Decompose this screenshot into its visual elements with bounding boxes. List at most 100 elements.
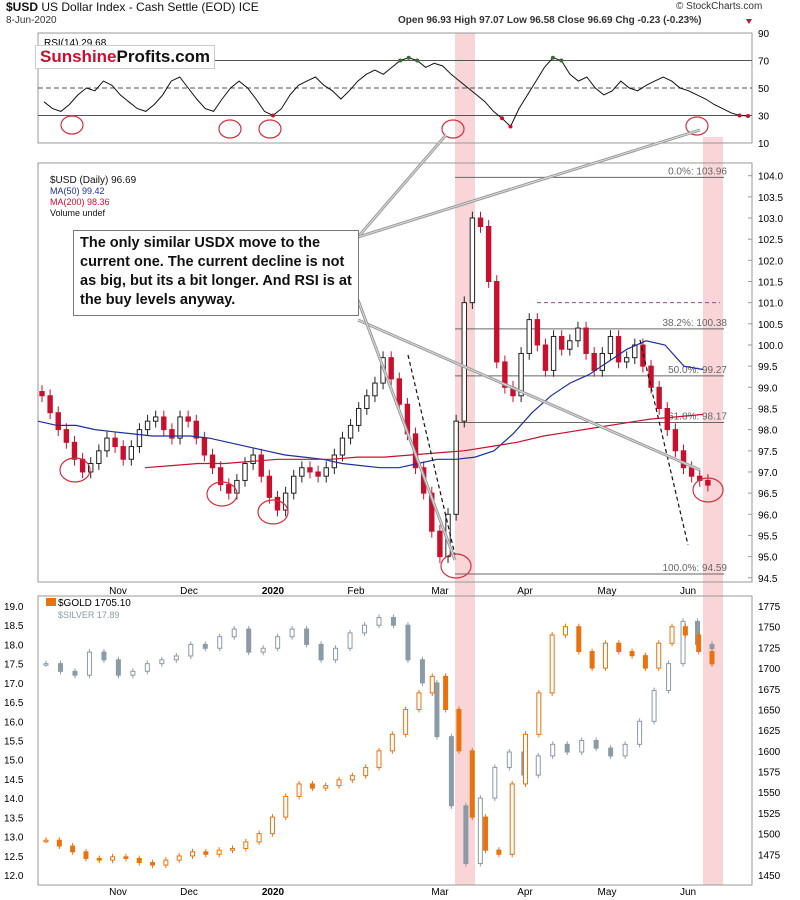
panel-frame-3 [37, 595, 753, 886]
usd-candle-body [437, 530, 443, 558]
silver-candle-body [579, 740, 585, 753]
usd-candle-body [258, 454, 264, 477]
callout-pointer-inner [357, 319, 701, 471]
gold-candle-body [110, 856, 116, 861]
silver-candle-body [666, 663, 672, 692]
usd-candle-body [242, 462, 248, 481]
usd-legend-entry: MA(50) 99.42 [50, 186, 105, 196]
gold-candle-body [56, 839, 62, 847]
usd-candle-body [71, 441, 78, 460]
gold-candle-body [296, 783, 302, 797]
silver-candle-body [535, 755, 541, 776]
silver-candle-body [260, 647, 266, 653]
usd-candle-body [282, 492, 289, 511]
june-highlight-band [703, 137, 723, 885]
usd-candle-body [705, 479, 711, 486]
chart-date: 8-Jun-2020 [6, 15, 57, 26]
ma200-line [144, 413, 704, 469]
usd-tick-label: 95.5 [758, 531, 778, 542]
gold-candle-body [376, 750, 382, 768]
usd-candle-body [599, 352, 606, 371]
silver-candle-body [362, 624, 368, 634]
gold-candle-body [536, 692, 542, 735]
rsi-overbought-point [406, 55, 411, 60]
metals-x-tick-label: Jun [680, 887, 696, 898]
rsi-tick-label: 90 [758, 29, 770, 40]
silver-tick-label: 12.0 [4, 871, 24, 882]
usd-tick-label: 95.0 [758, 553, 778, 564]
gold-candle-body [656, 642, 662, 669]
gold-tick-label: 1750 [758, 623, 781, 634]
usd-legend-entry: MA(200) 98.36 [50, 197, 110, 207]
silver-candle-body [101, 651, 107, 661]
rsi-tick-label: 50 [758, 84, 770, 95]
silver-legend: $SILVER 17.89 [58, 610, 119, 620]
gold-tick-label: 1475 [758, 850, 781, 861]
usd-candle-body [185, 416, 191, 422]
usd-tick-label: 99.0 [758, 383, 778, 394]
gold-candle-body [616, 642, 622, 653]
usd-candle-body [315, 471, 321, 477]
usd-candle-body [104, 437, 110, 452]
usd-tick-label: 103.0 [758, 214, 783, 225]
silver-candle-body [72, 670, 78, 676]
usd-candle-body [323, 467, 329, 477]
gold-candle-body [549, 634, 555, 694]
silver-tick-label: 14.5 [4, 775, 24, 786]
silver-candle-body [564, 743, 570, 753]
usd-candle-body [429, 492, 435, 532]
symbol: $USD [6, 0, 39, 14]
gold-candle-body [416, 692, 422, 710]
silver-candle-body [217, 636, 223, 649]
usd-tick-label: 101.5 [758, 278, 783, 289]
silver-candle-body [333, 647, 339, 661]
usd-tick-label: 96.5 [758, 489, 778, 500]
rsi-oversold-point [500, 116, 505, 121]
silver-candle-body [608, 747, 614, 757]
usd-candle-body [161, 416, 167, 431]
silver-candle-body [43, 663, 49, 666]
usd-candle-body [144, 420, 151, 431]
rsi-oversold-point [737, 113, 742, 118]
usd-candle-body [559, 336, 565, 350]
silver-tick-label: 13.5 [4, 813, 24, 824]
metals-x-tick-label: May [598, 887, 617, 898]
usd-candle-body [680, 450, 687, 469]
usd-candle-body [355, 407, 362, 426]
usd-tick-label: 97.5 [758, 447, 778, 458]
usd-candle-body [591, 352, 597, 371]
usd-candle-body [542, 344, 549, 371]
fib-level-label: 50.0%: 99.27 [668, 365, 727, 376]
rsi-circle-marker [218, 119, 242, 139]
silver-tick-label: 17.0 [4, 679, 24, 690]
rsi-oversold-point [271, 113, 276, 118]
silver-candle-body [376, 617, 382, 626]
gold-candle-body [150, 862, 156, 866]
usd-candle-body [193, 420, 199, 439]
gold-candle-body [456, 708, 462, 752]
callout-pointer-inner [357, 134, 447, 238]
gold-tick-label: 1600 [758, 747, 781, 758]
usd-tick-label: 103.5 [758, 193, 783, 204]
usd-candle-body [88, 462, 94, 473]
sunshine-profits-logo: SunshineProfits.com [35, 45, 216, 69]
usd-tick-label: 98.5 [758, 404, 778, 415]
usd-tick-label: 99.5 [758, 362, 778, 373]
rsi-tick-label: 10 [758, 139, 770, 150]
silver-candle-body [390, 617, 396, 626]
gold-candle-body [696, 634, 702, 653]
silver-candle-body [622, 743, 628, 757]
usd-circle-marker [440, 553, 472, 579]
gold-tick-label: 1500 [758, 830, 781, 841]
silver-tick-label: 16.0 [4, 717, 24, 728]
usd-candle-body [664, 407, 670, 431]
gold-candle-body [283, 795, 289, 818]
gold-candle-body [443, 675, 449, 710]
usd-candle-body [120, 446, 126, 460]
gold-candle-body [669, 626, 675, 644]
annotation-box: The only similar USDX move to the curren… [73, 230, 359, 316]
usd-candle-body [550, 336, 557, 371]
usd-tick-label: 104.0 [758, 172, 783, 183]
usd-candle-body [615, 336, 622, 363]
usd-candle-body [250, 454, 256, 464]
